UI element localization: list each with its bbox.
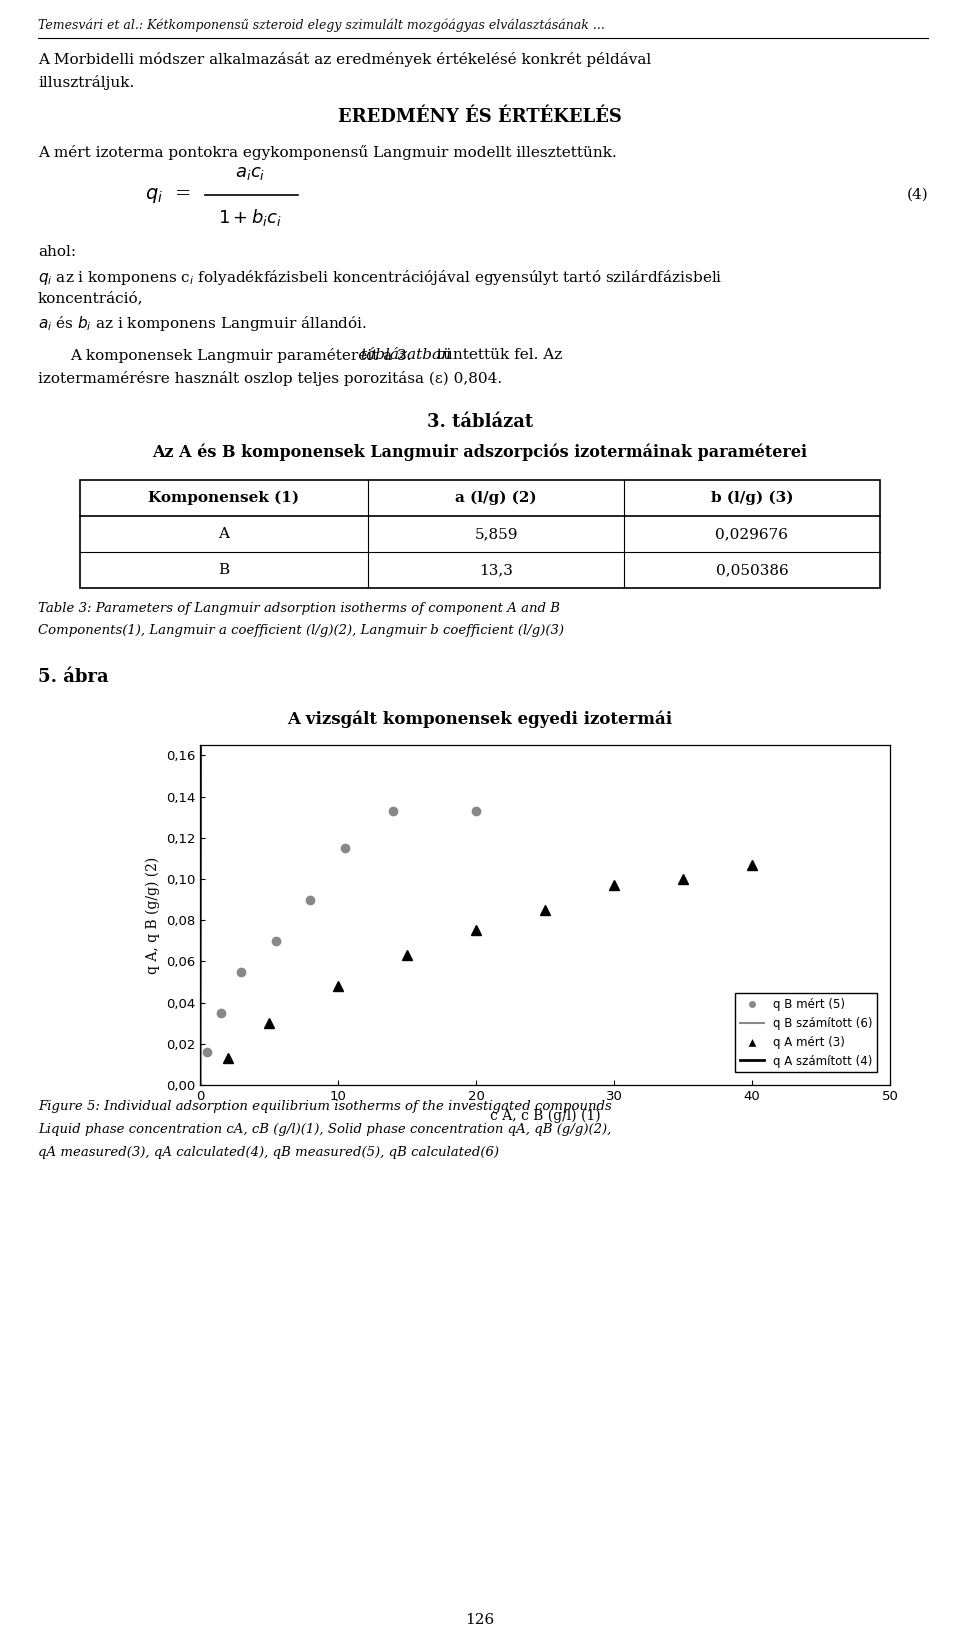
Text: 3. táblázat: 3. táblázat [427, 413, 533, 431]
Text: EREDMÉNY ÉS ÉRTÉKELÉS: EREDMÉNY ÉS ÉRTÉKELÉS [338, 109, 622, 127]
Text: 0,029676: 0,029676 [715, 527, 788, 542]
Text: $a_i$ és $b_i$ az i komponens Langmuir állandói.: $a_i$ és $b_i$ az i komponens Langmuir á… [38, 314, 367, 332]
Text: A mért izoterma pontokra egykomponensű Langmuir modellt illesztettünk.: A mért izoterma pontokra egykomponensű L… [38, 145, 616, 160]
Text: izotermamérésre használt oszlop teljes porozitása (ε) 0,804.: izotermamérésre használt oszlop teljes p… [38, 370, 502, 387]
Text: Az A és B komponensek Langmuir adszorpciós izotermáinak paraméterei: Az A és B komponensek Langmuir adszorpci… [153, 443, 807, 461]
Text: A: A [219, 527, 229, 542]
Text: Temesvári et al.: Kétkomponensű szteroid elegy szimulált mozgóágyas elválasztásá: Temesvári et al.: Kétkomponensű szteroid… [38, 18, 605, 31]
Text: B: B [219, 563, 229, 578]
Legend: q B mért (5), q B számított (6), q A mért (3), q A számított (4): q B mért (5), q B számított (6), q A mér… [735, 993, 877, 1072]
Text: $1 + b_i c_i$: $1 + b_i c_i$ [218, 206, 282, 227]
Text: a (l/g) (2): a (l/g) (2) [455, 491, 537, 505]
Text: A komponensek Langmuir paramétereit a 3.: A komponensek Langmuir paramétereit a 3. [70, 347, 417, 364]
Text: ahol:: ahol: [38, 245, 76, 258]
Text: A Morbidelli módszer alkalmazását az eredmények értékelésé konkrét példával: A Morbidelli módszer alkalmazását az ere… [38, 53, 651, 67]
Text: Figure 5: Individual adsorption equilibrium isotherms of the investigated compou: Figure 5: Individual adsorption equilibr… [38, 1100, 612, 1113]
Text: qA measured(3), qA calculated(4), qB measured(5), qB calculated(6): qA measured(3), qA calculated(4), qB mea… [38, 1146, 499, 1159]
Text: 126: 126 [466, 1613, 494, 1626]
Text: tüntettük fel. Az: tüntettük fel. Az [432, 347, 563, 362]
Text: Komponensek (1): Komponensek (1) [149, 491, 300, 505]
Text: táblázatban: táblázatban [360, 347, 451, 362]
Y-axis label: q A, q B (g/g) (2): q A, q B (g/g) (2) [146, 856, 160, 974]
Text: Table 3: Parameters of Langmuir adsorption isotherms of component A and B: Table 3: Parameters of Langmuir adsorpti… [38, 602, 560, 616]
Text: 0,050386: 0,050386 [715, 563, 788, 578]
Text: $q_i$ az i komponens c$_i$ folyadékfázisbeli koncentrációjával egyensúlyt tartó : $q_i$ az i komponens c$_i$ folyadékfázis… [38, 268, 723, 286]
Text: $q_{i}$  =: $q_{i}$ = [145, 186, 190, 204]
Text: Components(1), Langmuir a coefficient (l/g)(2), Langmuir b coefficient (l/g)(3): Components(1), Langmuir a coefficient (l… [38, 624, 564, 637]
Text: $a_i c_i$: $a_i c_i$ [235, 165, 265, 183]
X-axis label: c A, c B (g/l) (1): c A, c B (g/l) (1) [490, 1108, 600, 1123]
Text: koncentráció,: koncentráció, [38, 291, 143, 305]
Text: b (l/g) (3): b (l/g) (3) [710, 491, 793, 505]
Text: 13,3: 13,3 [479, 563, 513, 578]
Text: 5. ábra: 5. ábra [38, 668, 108, 686]
Text: Liquid phase concentration cA, cB (g/l)(1), Solid phase concentration qA, qB (g/: Liquid phase concentration cA, cB (g/l)(… [38, 1123, 612, 1136]
Text: (4): (4) [906, 188, 928, 202]
Text: 5,859: 5,859 [474, 527, 517, 542]
Text: A vizsgált komponensek egyedi izotermái: A vizsgált komponensek egyedi izotermái [287, 709, 673, 728]
Text: illusztráljuk.: illusztráljuk. [38, 76, 134, 91]
